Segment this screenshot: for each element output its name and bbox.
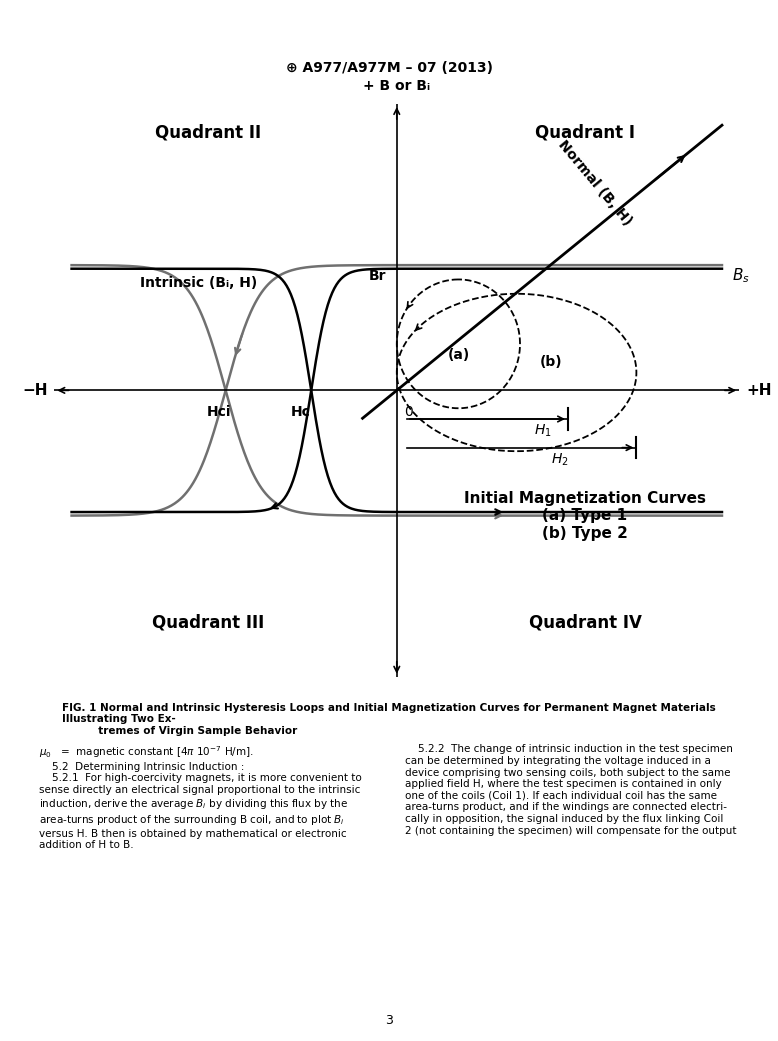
Text: $H_2$: $H_2$ [551, 451, 569, 467]
Text: Quadrant IV: Quadrant IV [528, 614, 642, 632]
Text: 5.2.2  The change of intrinsic induction in the test specimen
can be determined : 5.2.2 The change of intrinsic induction … [405, 744, 736, 836]
Text: $\mu_0$   =  magnetic constant [4$\pi$ 10$^{-7}$ H/m].
    5.2  Determining Intr: $\mu_0$ = magnetic constant [4$\pi$ 10$^… [39, 744, 362, 850]
Text: (a): (a) [447, 348, 469, 361]
Text: Hc: Hc [291, 405, 311, 418]
Text: Hci: Hci [206, 405, 231, 418]
Text: FIG. 1 Normal and Intrinsic Hysteresis Loops and Initial Magnetization Curves fo: FIG. 1 Normal and Intrinsic Hysteresis L… [62, 703, 716, 736]
Text: + B or Bᵢ: + B or Bᵢ [363, 79, 430, 94]
Text: (b): (b) [539, 355, 562, 369]
Text: Quadrant I: Quadrant I [535, 124, 635, 142]
Text: Quadrant II: Quadrant II [156, 124, 261, 142]
Text: $H_1$: $H_1$ [534, 423, 552, 439]
Text: +H: +H [746, 383, 772, 398]
Text: Br: Br [369, 269, 387, 283]
Text: Initial Magnetization Curves
(a) Type 1
(b) Type 2: Initial Magnetization Curves (a) Type 1 … [464, 490, 706, 540]
Text: 0: 0 [404, 405, 412, 418]
Text: Quadrant III: Quadrant III [152, 614, 265, 632]
Text: $B_s$: $B_s$ [732, 266, 750, 285]
Text: Normal (B, H): Normal (B, H) [555, 137, 635, 228]
Text: Intrinsic (Bᵢ, H): Intrinsic (Bᵢ, H) [140, 276, 258, 290]
Text: −H: −H [22, 383, 47, 398]
Text: ⊕ A977/A977M – 07 (2013): ⊕ A977/A977M – 07 (2013) [286, 60, 492, 75]
Text: 3: 3 [385, 1014, 393, 1026]
